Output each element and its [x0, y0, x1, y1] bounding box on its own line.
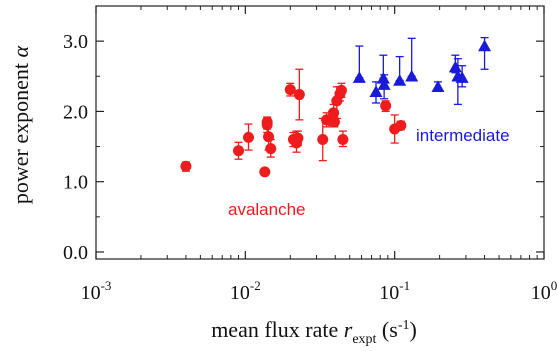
- y-tick-label: 1.0: [63, 172, 88, 194]
- point-intermediate: [352, 71, 366, 83]
- point-avalanche: [180, 160, 192, 172]
- x-axis-label-sub: expt: [352, 332, 376, 347]
- point-intermediate: [376, 71, 390, 84]
- x-axis-label-unit-close: ): [409, 317, 416, 342]
- x-axis-label-unit-open: (s: [376, 317, 397, 342]
- point-avalanche: [284, 84, 296, 96]
- x-tick-label-exp: 0: [551, 278, 557, 293]
- point-avalanche: [259, 166, 271, 178]
- x-tick-label-exp: -2: [250, 278, 261, 293]
- x-tick-label-exp: -1: [399, 278, 410, 293]
- point-intermediate: [369, 85, 383, 97]
- point-intermediate: [431, 80, 445, 93]
- x-tick-label: 100: [531, 278, 557, 304]
- point-avalanche: [328, 107, 340, 119]
- x-tick-label-base: 10: [81, 282, 101, 304]
- point-avalanche: [317, 134, 329, 146]
- x-axis-label-var: r: [344, 317, 353, 342]
- point-intermediate: [405, 69, 419, 82]
- annotation-avalanche: avalanche: [228, 200, 306, 219]
- point-intermediate: [448, 60, 462, 73]
- point-intermediate: [478, 39, 492, 52]
- x-tick-label: 10-2: [230, 278, 261, 304]
- y-axis-label-var: α: [8, 45, 33, 57]
- data-markers: [180, 39, 492, 178]
- y-tick-label: 2.0: [63, 101, 88, 123]
- y-axis-label: power exponent α: [8, 45, 33, 204]
- x-tick-label-exp: -3: [101, 278, 112, 293]
- point-avalanche: [265, 143, 277, 155]
- x-tick-label-base: 10: [531, 282, 551, 304]
- point-avalanche: [261, 119, 273, 131]
- point-avalanche: [242, 131, 254, 143]
- point-avalanche: [233, 145, 245, 157]
- point-avalanche: [328, 116, 340, 128]
- x-axis-label-unit-exp: -1: [398, 318, 410, 333]
- annotation-intermediate: intermediate: [416, 126, 510, 145]
- y-tick-label: 0.0: [63, 242, 88, 264]
- x-tick-label-base: 10: [379, 282, 399, 304]
- point-intermediate: [393, 73, 407, 86]
- point-avalanche: [263, 131, 275, 143]
- point-avalanche: [395, 119, 407, 131]
- point-avalanche: [337, 134, 349, 146]
- x-tick-label: 10-1: [379, 278, 410, 304]
- point-intermediate: [377, 78, 391, 90]
- point-avalanche: [293, 89, 305, 101]
- x-axis-label: mean flux rate rexpt (s-1): [211, 317, 417, 347]
- point-avalanche: [292, 132, 304, 144]
- x-axis-label-main: mean flux rate: [211, 317, 344, 342]
- point-intermediate: [455, 71, 469, 83]
- x-tick-label-base: 10: [230, 282, 250, 304]
- point-avalanche: [335, 84, 347, 96]
- y-tick-label: 3.0: [63, 31, 88, 53]
- y-axis-label-main: power exponent: [8, 57, 33, 204]
- plot-frame: [95, 5, 545, 260]
- point-avalanche: [380, 100, 392, 112]
- x-tick-label: 10-3: [81, 278, 112, 304]
- axis-ticks: [95, 6, 545, 259]
